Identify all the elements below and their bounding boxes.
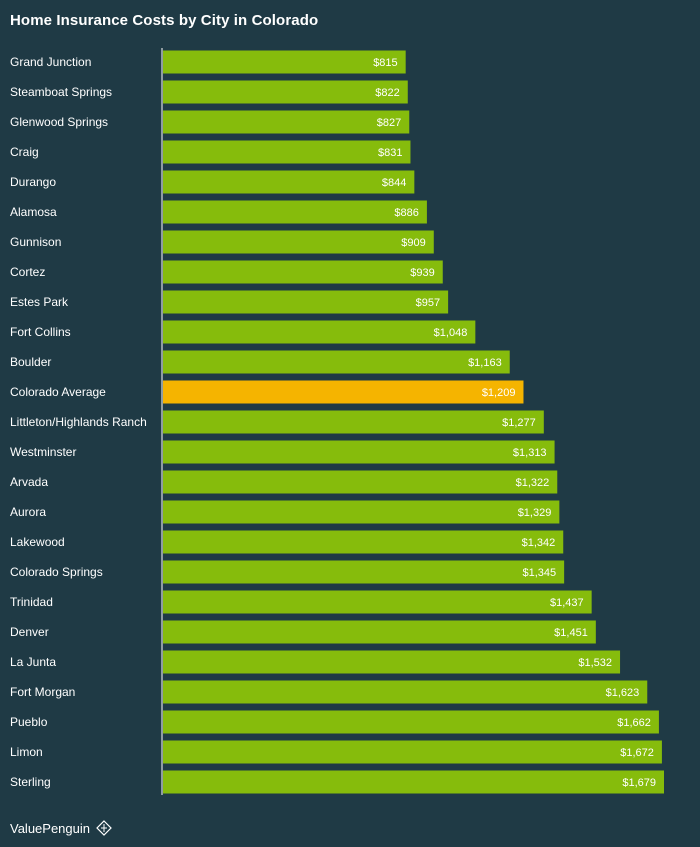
category-label: Littleton/Highlands Ranch <box>10 415 147 429</box>
bar <box>163 320 476 344</box>
value-label: $831 <box>378 147 402 159</box>
value-label: $827 <box>377 117 401 129</box>
footer: ValuePenguin <box>10 820 112 836</box>
category-label: Colorado Average <box>10 385 106 399</box>
category-label: Trinidad <box>10 595 53 609</box>
bar <box>163 260 443 284</box>
category-label: Westminster <box>10 445 76 459</box>
category-label: Durango <box>10 175 56 189</box>
category-label: Lakewood <box>10 535 65 549</box>
category-label: La Junta <box>10 655 56 669</box>
bar <box>163 560 565 584</box>
bar <box>163 80 408 104</box>
category-label: Arvada <box>10 475 48 489</box>
category-label: Cortez <box>10 265 45 279</box>
value-label: $1,532 <box>578 657 612 669</box>
value-label: $1,345 <box>522 567 556 579</box>
bar <box>163 110 410 134</box>
value-label: $815 <box>373 57 397 69</box>
value-label: $1,672 <box>620 747 654 759</box>
bar <box>163 140 411 164</box>
category-label: Limon <box>10 745 43 759</box>
bar <box>163 620 596 644</box>
bar <box>163 650 621 674</box>
category-label: Denver <box>10 625 49 639</box>
bar <box>163 740 662 764</box>
category-label: Fort Morgan <box>10 685 75 699</box>
bar <box>163 290 449 314</box>
value-label: $1,329 <box>518 507 552 519</box>
bar <box>163 200 427 224</box>
bar <box>163 500 560 524</box>
category-label: Craig <box>10 145 39 159</box>
bar-highlight <box>163 380 524 404</box>
value-label: $1,277 <box>502 417 536 429</box>
bar <box>163 680 648 704</box>
value-label: $1,313 <box>513 447 547 459</box>
value-label: $909 <box>401 237 425 249</box>
chart-title: Home Insurance Costs by City in Colorado <box>10 12 319 29</box>
category-label: Boulder <box>10 355 51 369</box>
bar <box>163 770 664 794</box>
category-label: Aurora <box>10 505 46 519</box>
value-label: $1,048 <box>434 327 468 339</box>
bar <box>163 530 564 554</box>
bar <box>163 470 558 494</box>
category-label: Pueblo <box>10 715 48 729</box>
value-label: $1,437 <box>550 597 584 609</box>
bar <box>163 170 415 194</box>
category-label: Colorado Springs <box>10 565 103 579</box>
value-label: $1,623 <box>606 687 640 699</box>
category-label: Estes Park <box>10 295 69 309</box>
value-label: $1,451 <box>554 627 588 639</box>
category-label: Sterling <box>10 775 51 789</box>
bar <box>163 230 434 254</box>
value-label: $1,163 <box>468 357 502 369</box>
category-label: Fort Collins <box>10 325 71 339</box>
value-label: $886 <box>394 207 418 219</box>
bar <box>163 440 555 464</box>
bar <box>163 350 510 374</box>
value-label: $844 <box>382 177 406 189</box>
bar <box>163 590 592 614</box>
value-label: $939 <box>410 267 434 279</box>
value-label: $1,662 <box>617 717 651 729</box>
bar <box>163 50 406 74</box>
category-label: Alamosa <box>10 205 57 219</box>
category-label: Grand Junction <box>10 55 91 69</box>
value-label: $1,679 <box>622 777 656 789</box>
value-label: $822 <box>375 87 399 99</box>
value-label: $1,209 <box>482 387 516 399</box>
value-label: $957 <box>416 297 440 309</box>
penguin-diamond-icon <box>96 820 112 836</box>
category-label: Steamboat Springs <box>10 85 112 99</box>
brand-name: ValuePenguin <box>10 820 90 836</box>
bar <box>163 710 659 734</box>
bar <box>163 410 544 434</box>
category-label: Gunnison <box>10 235 61 249</box>
category-label: Glenwood Springs <box>10 115 108 129</box>
value-label: $1,322 <box>516 477 550 489</box>
value-label: $1,342 <box>522 537 556 549</box>
